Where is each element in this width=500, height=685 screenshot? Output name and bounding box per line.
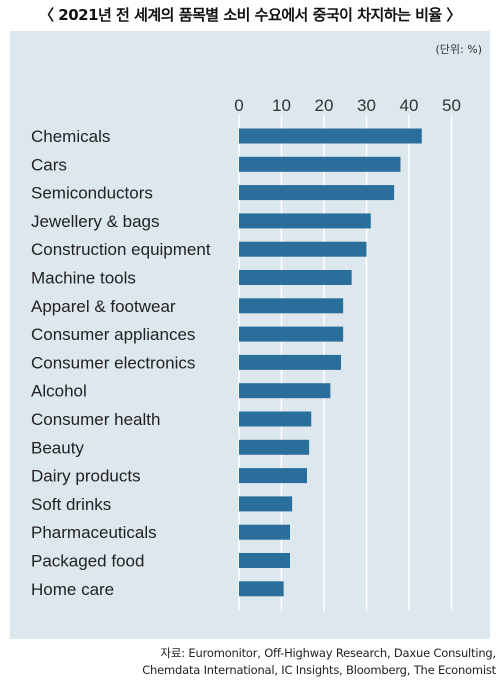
chart-panel: (단위: %) 0 10 20 30 40 50 Chemicals Cars Semicon…	[10, 31, 490, 639]
x-tick-label: 30	[357, 96, 376, 115]
bar-1	[239, 156, 401, 172]
bar-6	[239, 298, 344, 314]
bar-8	[239, 354, 341, 370]
category-label: Semiconductors	[31, 184, 153, 203]
bars	[239, 128, 422, 597]
category-label: Chemicals	[31, 127, 110, 146]
category-label: Consumer appliances	[31, 325, 195, 344]
x-tick-labels: 0 10 20 30 40 50	[234, 96, 461, 115]
x-tick-label: 50	[442, 96, 461, 115]
bar-14	[239, 524, 290, 540]
source-line: Chemdata International, IC Insights, Blo…	[142, 663, 496, 677]
bar-2	[239, 185, 395, 201]
category-label: Home care	[31, 580, 114, 599]
bar-7	[239, 326, 344, 342]
x-tick-label: 40	[400, 96, 419, 115]
bar-9	[239, 383, 331, 399]
chart-title: 〈 2021년 전 세계의 품목별 소비 수요에서 중국이 차지하는 비율 〉	[39, 6, 461, 24]
category-label: Jewellery & bags	[31, 212, 160, 231]
bar-15	[239, 553, 290, 568]
bar-0	[239, 128, 422, 144]
category-label: Soft drinks	[31, 495, 111, 514]
x-tick-label: 20	[315, 96, 334, 115]
bar-11	[239, 439, 310, 455]
bar-10	[239, 411, 312, 427]
category-label: Consumer health	[31, 410, 160, 429]
bar-5	[239, 270, 352, 285]
category-labels: Chemicals Cars Semiconductors Jewellery & b…	[31, 127, 211, 599]
category-label: Apparel & footwear	[31, 297, 176, 316]
bar-4	[239, 241, 367, 257]
category-label: Construction equipment	[31, 240, 211, 259]
unit-note: (단위: %)	[435, 43, 482, 56]
bar-chart: 0 10 20 30 40 50 Chemicals Cars Semiconductors J…	[31, 96, 461, 611]
category-label: Machine tools	[31, 269, 136, 288]
source-note: 자료: Euromonitor, Off-Highway Research, D…	[16, 645, 496, 679]
x-tick-label: 0	[234, 96, 243, 115]
bar-3	[239, 213, 371, 229]
category-label: Pharmaceuticals	[31, 523, 157, 542]
source-line: 자료: Euromonitor, Off-Highway Research, D…	[160, 646, 497, 660]
bar-16	[239, 581, 284, 597]
category-label: Dairy products	[31, 467, 141, 486]
x-tick-label: 10	[272, 96, 291, 115]
bar-13	[239, 496, 293, 512]
category-label: Consumer electronics	[31, 353, 195, 372]
category-label: Alcohol	[31, 382, 87, 401]
category-label: Cars	[31, 155, 67, 174]
bar-12	[239, 468, 307, 484]
category-label: Packaged food	[31, 552, 144, 571]
category-label: Beauty	[31, 438, 84, 457]
